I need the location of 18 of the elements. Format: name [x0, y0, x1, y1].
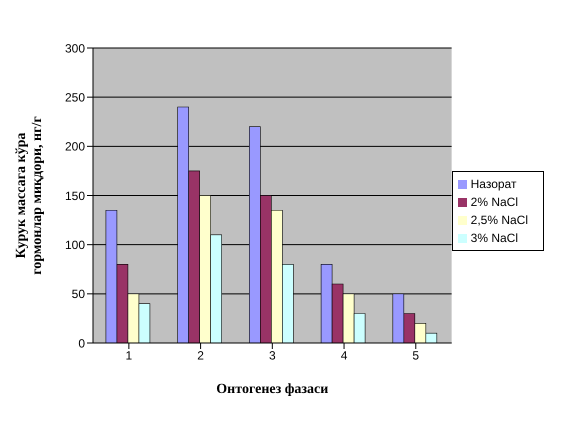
- x-tick-label: 2: [197, 348, 204, 363]
- y-tick-label: 0: [78, 336, 86, 350]
- legend-label: 3% NaCl: [470, 230, 518, 244]
- y-tick-label: 250: [64, 90, 86, 104]
- y-tick-label: 100: [64, 238, 86, 252]
- x-tick-label: 3: [268, 348, 276, 363]
- y-tick-label: 300: [64, 41, 86, 56]
- y-tick-label: 150: [64, 188, 86, 203]
- x-tick-label: 5: [412, 348, 420, 363]
- legend-label: 2,5% NaCl: [470, 212, 528, 226]
- legend-label: Назорат: [470, 176, 516, 190]
- x-tick-label: 1: [126, 348, 133, 363]
- x-tick-label: 4: [340, 348, 348, 363]
- x-axis-title: Онтогенез фазаси: [216, 382, 328, 397]
- y-tick-label: 50: [72, 287, 86, 302]
- y-tick-label: 200: [64, 140, 86, 154]
- legend-label: 2% NaCl: [470, 194, 518, 208]
- y-axis-title: Курук массага кўра гормонлар миқдори, нг/г: [14, 116, 45, 275]
